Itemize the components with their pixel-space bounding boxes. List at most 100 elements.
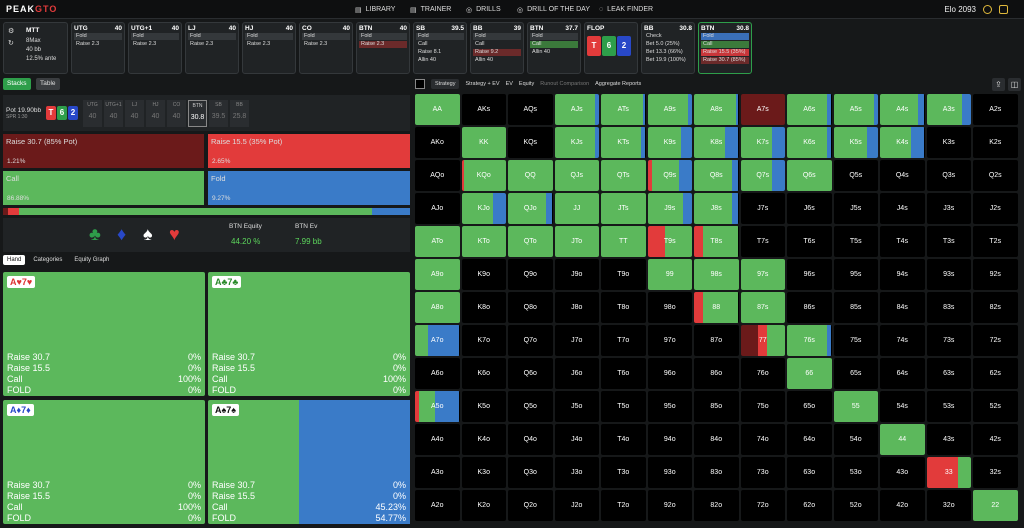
tab-hand[interactable]: Hand	[3, 255, 26, 265]
matrix-cell[interactable]: K4o	[461, 424, 506, 455]
matrix-cell[interactable]: K2o	[461, 490, 506, 521]
matrix-cell[interactable]: 77	[740, 325, 785, 356]
tab-stacks[interactable]: Stacks	[3, 78, 31, 90]
matrix-cell[interactable]: K9o	[461, 259, 506, 290]
matrix-cell[interactable]: T4s	[880, 226, 925, 257]
coins-icon[interactable]	[983, 5, 992, 14]
action-raise-big[interactable]: Raise 30.7 (85% Pot) 1.21%	[3, 134, 204, 168]
matrix-cell[interactable]: 54o	[833, 424, 878, 455]
matrix-cell[interactable]: 42s	[973, 424, 1018, 455]
tab-equity[interactable]: Equity	[518, 81, 535, 87]
matrix-cell[interactable]: J6s	[787, 193, 832, 224]
position-lj[interactable]: LJ 40 Fold Raise 2.3	[185, 22, 239, 74]
matrix-cell[interactable]: 65o	[787, 391, 832, 422]
heart-suit-icon[interactable]: ♥	[169, 224, 180, 244]
action-fold[interactable]: Fold 9.27%	[208, 171, 410, 205]
matrix-cell[interactable]: 93o	[647, 457, 692, 488]
matrix-cell[interactable]: 72o	[740, 490, 785, 521]
hand-combo[interactable]: A♥7♥ Raise 30.7 0% Raise 15.5 0% Call 100% FOLD…	[3, 272, 205, 396]
matrix-cell[interactable]: KQo	[461, 160, 506, 191]
matrix-cell[interactable]: 86s	[787, 292, 832, 323]
matrix-cell[interactable]: 62o	[787, 490, 832, 521]
matrix-cell[interactable]: 92s	[973, 259, 1018, 290]
action-raise-small[interactable]: Raise 15.5 (35% Pot) 2.65%	[208, 134, 410, 168]
matrix-cell[interactable]: J2o	[554, 490, 599, 521]
matrix-cell[interactable]: A4s	[880, 94, 925, 125]
matrix-cell[interactable]: J8s	[694, 193, 739, 224]
matrix-cell[interactable]: A3o	[415, 457, 460, 488]
matrix-cell[interactable]: K8s	[694, 127, 739, 158]
matrix-cell[interactable]: Q5o	[508, 391, 553, 422]
position-hj[interactable]: HJ 40 Fold Raise 2.3	[242, 22, 296, 74]
position-btn[interactable]: BTN 37.7 Fold Call Allin 40	[527, 22, 581, 74]
matrix-cell[interactable]: 84s	[880, 292, 925, 323]
matrix-cell[interactable]: 87o	[694, 325, 739, 356]
position-bb[interactable]: BB 30.8 Check Bet 5.0 (25%) Bet 13.3 (66%) Be…	[641, 22, 695, 74]
matrix-cell[interactable]: K5s	[833, 127, 878, 158]
matrix-cell[interactable]: Q9s	[647, 160, 692, 191]
matrix-cell[interactable]: T5s	[833, 226, 878, 257]
matrix-cell[interactable]: T2o	[601, 490, 646, 521]
matrix-cell[interactable]: J5s	[833, 193, 878, 224]
matrix-cell[interactable]: 52o	[833, 490, 878, 521]
matrix-cell[interactable]: Q8o	[508, 292, 553, 323]
matrix-cell[interactable]: Q2s	[973, 160, 1018, 191]
action-call[interactable]: Call 86.88%	[3, 171, 204, 205]
matrix-cell[interactable]: A6o	[415, 358, 460, 389]
matrix-cell[interactable]: A7s	[740, 94, 785, 125]
matrix-cell[interactable]: AA	[415, 94, 460, 125]
matrix-cell[interactable]: 44	[880, 424, 925, 455]
matrix-cell[interactable]: AQs	[508, 94, 553, 125]
matrix-cell[interactable]: T4o	[601, 424, 646, 455]
matrix-cell[interactable]: AKo	[415, 127, 460, 158]
matrix-cell[interactable]: 84o	[694, 424, 739, 455]
matrix-cell[interactable]: 32o	[926, 490, 971, 521]
matrix-cell[interactable]: 82s	[973, 292, 1018, 323]
matrix-cell[interactable]: J2s	[973, 193, 1018, 224]
matrix-cell[interactable]: T8o	[601, 292, 646, 323]
matrix-cell[interactable]: T6s	[787, 226, 832, 257]
matrix-cell[interactable]: A3s	[926, 94, 971, 125]
tab-strategy-ev[interactable]: Strategy + EV	[465, 81, 500, 87]
matrix-cell[interactable]: Q7o	[508, 325, 553, 356]
matrix-cell[interactable]: K7s	[740, 127, 785, 158]
nav-drills[interactable]: ◎ DRILLS	[466, 6, 501, 14]
hand-combo[interactable]: A♣7♣ Raise 30.7 0% Raise 15.5 0% Call 100% FOLD…	[208, 272, 410, 396]
matrix-cell[interactable]: TT	[601, 226, 646, 257]
matrix-cell[interactable]: 75o	[740, 391, 785, 422]
matrix-cell[interactable]: 65s	[833, 358, 878, 389]
matrix-cell[interactable]: 63o	[787, 457, 832, 488]
matrix-cell[interactable]: Q5s	[833, 160, 878, 191]
matrix-cell[interactable]: ATo	[415, 226, 460, 257]
nav-trainer[interactable]: ▤ TRAINER	[410, 6, 452, 14]
matrix-cell[interactable]: T9s	[647, 226, 692, 257]
matrix-cell[interactable]: A6s	[787, 94, 832, 125]
matrix-cell[interactable]: 83s	[926, 292, 971, 323]
matrix-cell[interactable]: 55	[833, 391, 878, 422]
matrix-cell[interactable]: 75s	[833, 325, 878, 356]
matrix-cell[interactable]: T6o	[601, 358, 646, 389]
matrix-cell[interactable]: QTo	[508, 226, 553, 257]
matrix-cell[interactable]: ATs	[601, 94, 646, 125]
matrix-cell[interactable]: K8o	[461, 292, 506, 323]
matrix-cell[interactable]: A8s	[694, 94, 739, 125]
matrix-cell[interactable]: T2s	[973, 226, 1018, 257]
matrix-cell[interactable]: QJo	[508, 193, 553, 224]
matrix-cell[interactable]: 82o	[694, 490, 739, 521]
tab-aggregate[interactable]: Aggregate Reports	[595, 81, 642, 87]
position-utg+1[interactable]: UTG+1 40 Fold Raise 2.3	[128, 22, 182, 74]
matrix-cell[interactable]: JJ	[554, 193, 599, 224]
position-btn[interactable]: BTN 40 Fold Raise 2.3	[356, 22, 410, 74]
matrix-cell[interactable]: Q3s	[926, 160, 971, 191]
hand-combo[interactable]: A♦7♦ Raise 30.7 0% Raise 15.5 0% Call 100% FOLD…	[3, 400, 205, 524]
matrix-cell[interactable]: A9o	[415, 259, 460, 290]
game-info[interactable]: ⚙ ↻ MTT 8Max 40 bb 12.5% ante	[3, 22, 68, 74]
tab-ev[interactable]: EV	[505, 81, 513, 87]
matrix-cell[interactable]: J9o	[554, 259, 599, 290]
matrix-cell[interactable]: 22	[973, 490, 1018, 521]
matrix-cell[interactable]: A9s	[647, 94, 692, 125]
matrix-cell[interactable]: 99	[647, 259, 692, 290]
matrix-cell[interactable]: 85o	[694, 391, 739, 422]
matrix-cell[interactable]: KTs	[601, 127, 646, 158]
matrix-cell[interactable]: 86o	[694, 358, 739, 389]
